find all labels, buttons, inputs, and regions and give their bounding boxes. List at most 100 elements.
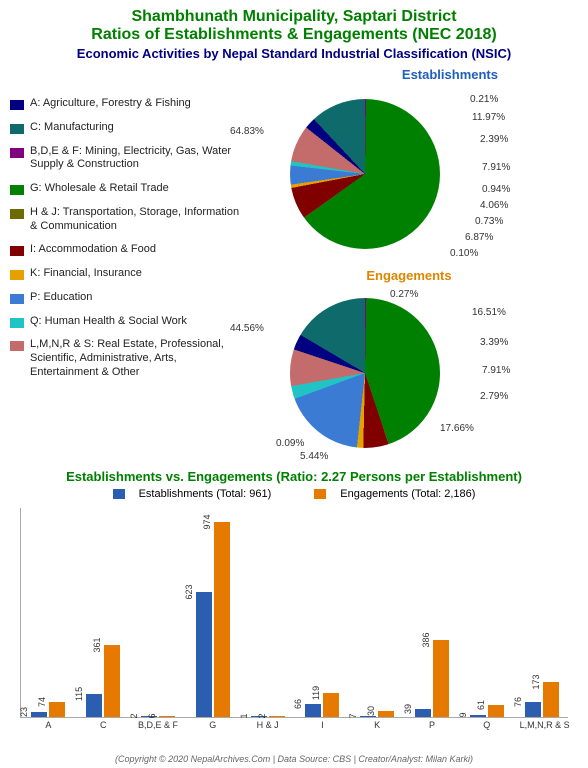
bar-value-label: 23: [19, 707, 29, 717]
bar-legend-eng: Engagements (Total: 2,186): [304, 488, 485, 500]
bar-group: 115361C: [81, 645, 125, 717]
bar-value-label: 623: [184, 585, 194, 600]
legend-swatch: [10, 270, 24, 280]
legend-label: G: Wholesale & Retail Trade: [30, 182, 169, 196]
bar-group: 66119I: [300, 693, 344, 717]
pie-slice-label: 0.27%: [390, 289, 418, 300]
legend-swatch: [10, 341, 24, 351]
pies-column: Establishments 0.21%11.97%2.39%64.83%7.9…: [240, 67, 578, 463]
bar-establishments: 115: [86, 694, 102, 717]
pie-slice-label: 0.73%: [475, 216, 503, 227]
legend-label: I: Accommodation & Food: [30, 243, 156, 257]
pie-slice-label: 2.39%: [480, 134, 508, 145]
legend-item: Q: Human Health & Social Work: [10, 315, 240, 329]
square-icon: [113, 489, 125, 499]
bar-legend-eng-label: Engagements (Total: 2,186): [340, 488, 475, 500]
bar-value-label: 115: [74, 687, 84, 701]
pie-slice-label: 0.21%: [470, 94, 498, 105]
title-block: Shambhunath Municipality, Saptari Distri…: [0, 0, 588, 63]
bar-group: 623974G: [191, 522, 235, 717]
legend-item: C: Manufacturing: [10, 121, 240, 135]
pie-title-establishments: Establishments: [240, 67, 578, 82]
subtitle: Economic Activities by Nepal Standard In…: [10, 46, 578, 61]
legend-item: A: Agriculture, Forestry & Fishing: [10, 97, 240, 111]
bar-value-label: 974: [202, 515, 212, 530]
legend-swatch: [10, 148, 24, 158]
bar-engagements: 173: [543, 682, 559, 717]
pie-title-engagements: Engagements: [240, 268, 578, 283]
pie-slice-label: 3.39%: [480, 337, 508, 348]
square-icon: [314, 489, 326, 499]
bar-category-label: L,M,N,R & S: [520, 717, 564, 730]
pie-slice-label: 7.91%: [482, 162, 510, 173]
legend-swatch: [10, 294, 24, 304]
bar-category-label: Q: [465, 717, 509, 730]
legend-label: P: Education: [30, 291, 92, 305]
bar-group: 39386P: [410, 640, 454, 717]
legend-label: C: Manufacturing: [30, 121, 114, 135]
bar-category-label: C: [81, 717, 125, 730]
bar-engagements: 974: [214, 522, 230, 717]
bar-category-label: A: [26, 717, 70, 730]
legend-item: H & J: Transportation, Storage, Informat…: [10, 206, 240, 234]
bar-group: 961Q: [465, 705, 509, 717]
bar-engagements: 119: [323, 693, 339, 717]
bar-value-label: 76: [513, 697, 523, 707]
pie-slice-label: 0.10%: [450, 248, 478, 259]
pie-establishments: [290, 99, 440, 249]
bar-category-label: H & J: [246, 717, 290, 730]
bar-group: 730K: [355, 711, 399, 717]
pie-slice-label: 2.79%: [480, 391, 508, 402]
bar-legend: Establishments (Total: 961) Engagements …: [0, 488, 588, 502]
legend-label: B,D,E & F: Mining, Electricity, Gas, Wat…: [30, 145, 240, 173]
legend-label: K: Financial, Insurance: [30, 267, 142, 281]
legend-swatch: [10, 185, 24, 195]
legend-item: B,D,E & F: Mining, Electricity, Gas, Wat…: [10, 145, 240, 173]
bar-legend-est: Establishments (Total: 961): [103, 488, 282, 500]
bar-establishments: 39: [415, 709, 431, 717]
bar-category-label: G: [191, 717, 235, 730]
bar-establishments: 66: [305, 704, 321, 717]
bar-establishments: 623: [196, 592, 212, 717]
legend-label: A: Agriculture, Forestry & Fishing: [30, 97, 191, 111]
pie-engagements: [290, 298, 440, 448]
pie-slice-label: 16.51%: [472, 307, 506, 318]
pie-establishments-wrap: 0.21%11.97%2.39%64.83%7.91%0.94%4.06%0.7…: [240, 84, 578, 264]
bar-group: 12H & J: [246, 716, 290, 717]
pie-slice-label: 17.66%: [440, 423, 474, 434]
legend-swatch: [10, 124, 24, 134]
bar-value-label: 30: [366, 706, 376, 716]
bar-value-label: 173: [531, 675, 541, 690]
title-line1: Shambhunath Municipality, Saptari Distri…: [10, 8, 578, 26]
bar-value-label: 361: [92, 637, 102, 652]
bar-value-label: 386: [421, 632, 431, 647]
bar-group: 26B,D,E & F: [136, 716, 180, 717]
bar-engagements: 386: [433, 640, 449, 717]
bar-value-label: 39: [403, 704, 413, 714]
bar-value-label: 74: [37, 697, 47, 707]
bar-group: 2374A: [26, 702, 70, 717]
upper-section: A: Agriculture, Forestry & Fishing C: Man…: [0, 63, 588, 463]
bar-chart: 2374A115361C26B,D,E & F623974G12H & J661…: [20, 508, 568, 718]
pie-slice-label: 5.44%: [300, 451, 328, 462]
legend-item: G: Wholesale & Retail Trade: [10, 182, 240, 196]
pie-slice-label: 44.56%: [230, 323, 264, 334]
legend-label: L,M,N,R & S: Real Estate, Professional, …: [30, 338, 240, 379]
pie-slice-label: 64.83%: [230, 126, 264, 137]
bar-value-label: 66: [293, 699, 303, 709]
bar-category-label: P: [410, 717, 454, 730]
bar-establishments: 76: [525, 702, 541, 717]
bar-value-label: 61: [476, 700, 486, 710]
legend-column: A: Agriculture, Forestry & Fishing C: Man…: [10, 67, 240, 463]
pie-engagements-wrap: 0.27%16.51%3.39%44.56%7.91%2.79%17.66%0.…: [240, 283, 578, 463]
legend-label: H & J: Transportation, Storage, Informat…: [30, 206, 240, 234]
bar-category-label: B,D,E & F: [136, 717, 180, 730]
bar-value-label: 119: [311, 686, 321, 700]
pie-slice-label: 6.87%: [465, 232, 493, 243]
bar-engagements: 74: [49, 702, 65, 717]
bar-section-title: Establishments vs. Engagements (Ratio: 2…: [0, 469, 588, 484]
legend-swatch: [10, 246, 24, 256]
legend-label: Q: Human Health & Social Work: [30, 315, 187, 329]
legend-item: K: Financial, Insurance: [10, 267, 240, 281]
bar-engagements: 61: [488, 705, 504, 717]
